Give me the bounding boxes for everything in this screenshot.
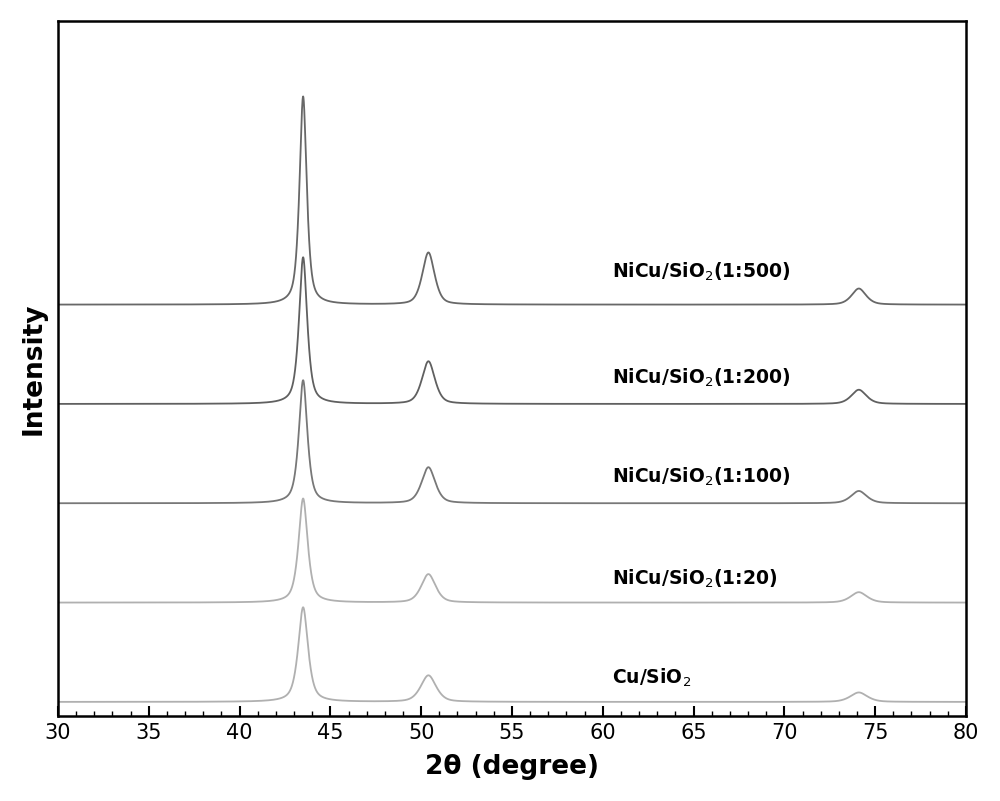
- Text: NiCu/SiO$_2$(1:500): NiCu/SiO$_2$(1:500): [612, 260, 790, 283]
- Text: NiCu/SiO$_2$(1:20): NiCu/SiO$_2$(1:20): [612, 568, 777, 590]
- Text: Cu/SiO$_2$: Cu/SiO$_2$: [612, 667, 691, 690]
- Text: NiCu/SiO$_2$(1:100): NiCu/SiO$_2$(1:100): [612, 465, 790, 488]
- Text: NiCu/SiO$_2$(1:200): NiCu/SiO$_2$(1:200): [612, 366, 790, 388]
- X-axis label: 2θ (degree): 2θ (degree): [425, 755, 599, 780]
- Y-axis label: Intensity: Intensity: [21, 302, 47, 435]
